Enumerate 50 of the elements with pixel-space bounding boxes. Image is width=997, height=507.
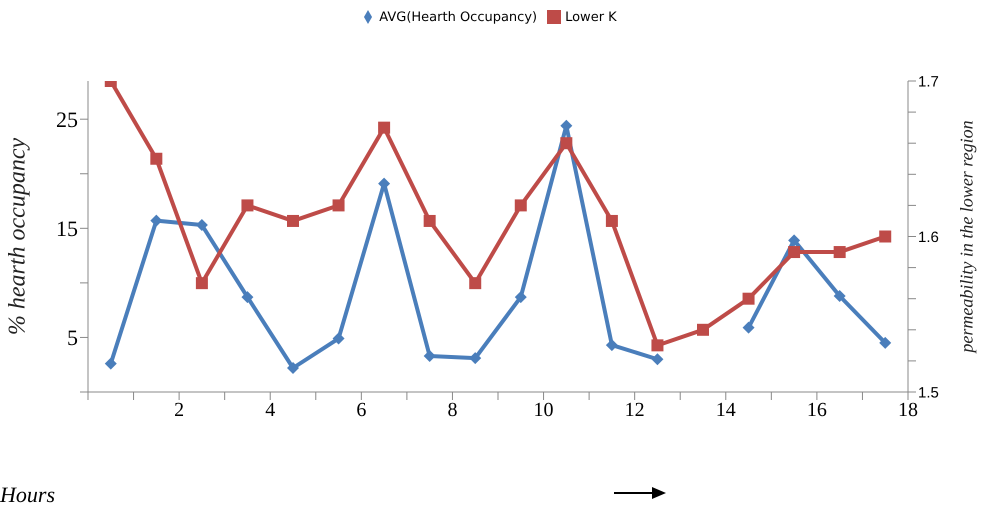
point [606, 339, 618, 352]
x-tick-label: 4 [265, 399, 276, 422]
point [834, 246, 846, 258]
point [651, 339, 664, 352]
point [241, 291, 254, 304]
point [514, 199, 527, 212]
point [287, 214, 299, 227]
point [514, 291, 527, 304]
point [834, 290, 846, 302]
point [150, 152, 162, 165]
y2-tick-label: 1.7 [918, 73, 939, 90]
point [332, 199, 345, 212]
x-axis-title: Hours [0, 482, 56, 507]
x-tick-label: 18 [898, 399, 918, 422]
point [150, 214, 162, 227]
point [788, 246, 800, 258]
point [241, 199, 254, 212]
y-axis-title: % hearth occupancy [4, 138, 31, 336]
y-tick-label: 15 [56, 216, 78, 242]
x-tick-label: 10 [534, 399, 554, 422]
point [560, 137, 572, 150]
point [469, 277, 482, 290]
point [788, 234, 800, 246]
point [332, 332, 345, 345]
legend-label: AVG(Hearth Occupancy) [379, 10, 538, 25]
point [424, 214, 436, 227]
point [287, 362, 299, 374]
point [697, 324, 709, 336]
x-tick-label: 2 [174, 399, 184, 422]
x-tick-label: 16 [806, 399, 827, 422]
point [879, 230, 892, 242]
x-tick-label: 6 [356, 399, 366, 422]
point [378, 122, 390, 134]
y2-tick-label: 1.6 [918, 228, 939, 246]
y-tick-label: 25 [56, 107, 78, 132]
point [742, 292, 755, 305]
x-tick-label: 12 [624, 399, 645, 422]
x-tick-label: 8 [447, 399, 458, 422]
y-tick-label: 5 [67, 325, 78, 350]
point [469, 352, 482, 364]
y2-tick-label: 1.5 [918, 384, 939, 402]
point [742, 322, 755, 334]
legend-label: Lower K [565, 10, 617, 25]
point [196, 277, 208, 290]
point [651, 353, 664, 366]
point [104, 358, 117, 370]
x-tick-label: 14 [716, 399, 736, 422]
y2-axis-title: permeability in the lower region [956, 120, 976, 355]
point [879, 336, 892, 349]
point [606, 214, 618, 227]
